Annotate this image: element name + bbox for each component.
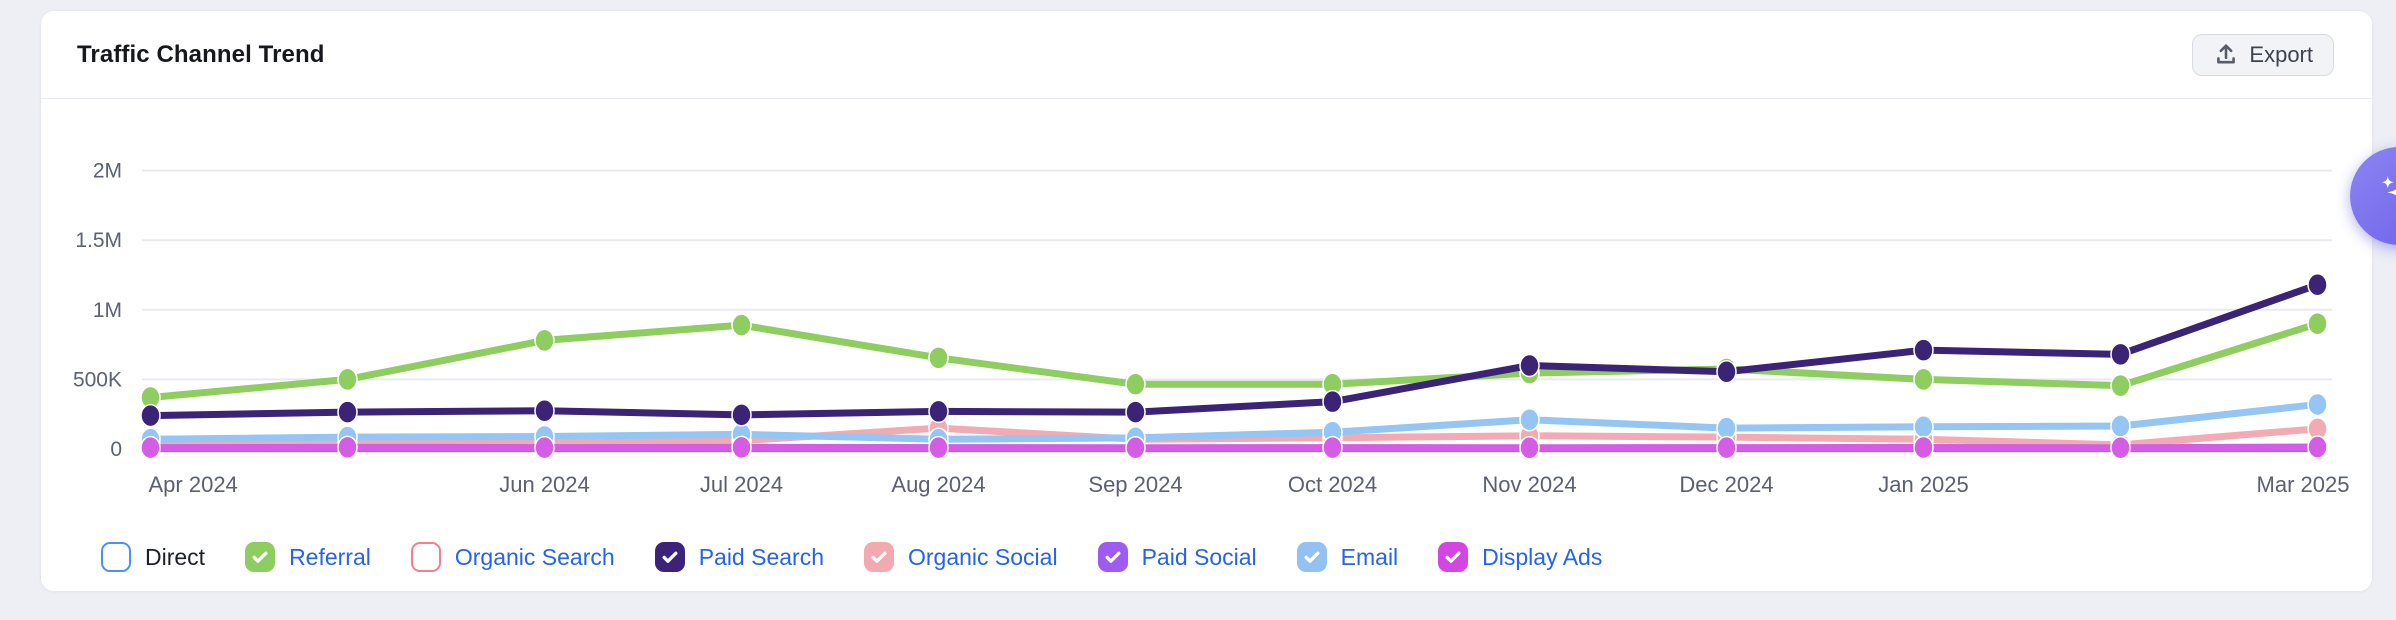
legend-label-organic_social: Organic Social xyxy=(908,544,1058,570)
data-point-email[interactable] xyxy=(1519,408,1540,432)
data-point-referral[interactable] xyxy=(337,367,358,392)
data-point-email[interactable] xyxy=(2110,414,2131,438)
data-point-referral[interactable] xyxy=(2110,373,2131,398)
data-point-display_ads[interactable] xyxy=(1125,435,1146,460)
card-header: Traffic Channel Trend Export xyxy=(41,11,2372,99)
legend-label-paid_search: Paid Search xyxy=(698,544,824,570)
data-point-paid_search[interactable] xyxy=(928,399,949,424)
checkbox-display_ads[interactable] xyxy=(1438,542,1469,572)
data-point-paid_search[interactable] xyxy=(140,403,161,428)
data-point-display_ads[interactable] xyxy=(140,435,161,460)
data-point-display_ads[interactable] xyxy=(2307,435,2328,459)
data-point-paid_search[interactable] xyxy=(337,400,358,424)
legend-item-referral[interactable]: Referral xyxy=(245,542,371,572)
export-button[interactable]: Export xyxy=(2192,33,2334,76)
data-point-display_ads[interactable] xyxy=(534,435,555,460)
data-point-paid_search[interactable] xyxy=(2110,342,2131,367)
data-point-email[interactable] xyxy=(2307,392,2328,417)
data-point-display_ads[interactable] xyxy=(1716,435,1737,460)
data-point-display_ads[interactable] xyxy=(1519,435,1540,460)
sparkle-icon xyxy=(2371,166,2396,227)
page-title: Traffic Channel Trend xyxy=(77,40,325,68)
data-point-display_ads[interactable] xyxy=(731,435,752,460)
checkbox-organic_social[interactable] xyxy=(864,542,894,572)
data-point-referral[interactable] xyxy=(1913,367,1934,392)
legend-label-email: Email xyxy=(1340,544,1399,570)
data-point-paid_search[interactable] xyxy=(1716,359,1737,384)
upload-icon xyxy=(2213,42,2239,68)
chart-legend: Direct Referral Organic Search Paid Search O… xyxy=(101,542,1602,572)
checkbox-direct[interactable] xyxy=(101,542,131,572)
data-point-display_ads[interactable] xyxy=(1322,435,1343,460)
traffic-channel-trend-card: Traffic Channel Trend Export Direct Refer… xyxy=(40,10,2373,592)
data-point-paid_search[interactable] xyxy=(2307,272,2328,297)
data-point-paid_search[interactable] xyxy=(1519,353,1540,378)
legend-label-paid_social: Paid Social xyxy=(1141,544,1257,570)
data-point-referral[interactable] xyxy=(534,328,555,353)
data-point-display_ads[interactable] xyxy=(1913,435,1934,460)
data-point-paid_search[interactable] xyxy=(1322,389,1343,414)
legend-item-organic_social[interactable]: Organic Social xyxy=(864,542,1058,572)
checkbox-paid_social[interactable] xyxy=(1097,542,1128,572)
legend-item-organic_search[interactable]: Organic Search xyxy=(410,542,615,572)
data-point-email[interactable] xyxy=(1913,414,1934,439)
legend-item-display_ads[interactable]: Display Ads xyxy=(1438,542,1602,572)
data-point-referral[interactable] xyxy=(2307,311,2328,336)
checkbox-organic_search[interactable] xyxy=(410,542,441,572)
data-point-paid_search[interactable] xyxy=(731,403,752,427)
legend-label-referral: Referral xyxy=(289,544,371,570)
legend-item-paid_search[interactable]: Paid Search xyxy=(654,542,824,572)
legend-item-email[interactable]: Email xyxy=(1296,542,1399,572)
checkbox-paid_search[interactable] xyxy=(654,542,685,572)
legend-label-direct: Direct xyxy=(145,544,206,570)
checkbox-email[interactable] xyxy=(1296,542,1327,572)
data-point-paid_search[interactable] xyxy=(1125,400,1146,424)
legend-item-paid_social[interactable]: Paid Social xyxy=(1097,542,1257,572)
data-point-referral[interactable] xyxy=(731,313,752,337)
legend-item-direct[interactable]: Direct xyxy=(101,542,205,572)
checkbox-referral[interactable] xyxy=(245,542,276,572)
data-point-display_ads[interactable] xyxy=(928,435,949,460)
data-point-paid_search[interactable] xyxy=(1913,338,1934,362)
data-point-display_ads[interactable] xyxy=(337,435,358,460)
data-point-paid_search[interactable] xyxy=(534,398,555,423)
data-point-display_ads[interactable] xyxy=(2110,435,2131,460)
data-point-referral[interactable] xyxy=(928,346,949,370)
data-point-referral[interactable] xyxy=(1125,372,1146,397)
legend-label-display_ads: Display Ads xyxy=(1482,544,1603,570)
data-point-email[interactable] xyxy=(1716,416,1737,440)
export-button-label: Export xyxy=(2249,41,2313,67)
legend-label-organic_search: Organic Search xyxy=(454,544,615,570)
